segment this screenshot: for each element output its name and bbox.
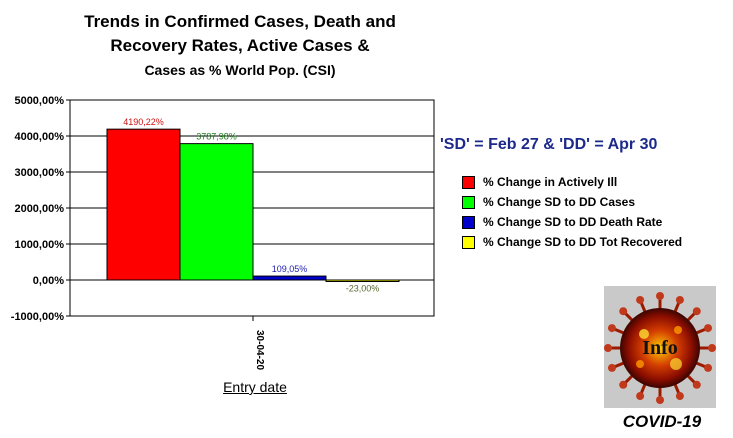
y-tick-label: 1000,00% <box>14 239 64 251</box>
legend-swatch <box>462 235 475 249</box>
virus-spike-tip <box>675 392 684 401</box>
chart-title-line-3: Cases as % World Pop. (CSI) <box>144 62 336 78</box>
bar-3 <box>252 275 327 281</box>
y-tick-label: 5000,00% <box>14 95 64 107</box>
data-label-1: 4190,22% <box>123 117 164 127</box>
virus-spike-tip <box>704 324 713 333</box>
chart-legend: % Change in Actively Ill % Change SD to D… <box>462 172 682 252</box>
virus-spike-tip <box>619 307 628 316</box>
data-label-2: 3787,98% <box>196 132 237 142</box>
legend-swatch <box>462 195 475 209</box>
virus-spike-tip <box>656 396 664 404</box>
y-tick-label: 0,00% <box>33 275 64 287</box>
virus-spike-tip <box>607 324 616 333</box>
x-axis-label: Entry date <box>223 379 287 395</box>
virus-spike-tip <box>604 344 612 352</box>
virus-spike-tip <box>656 292 664 300</box>
virus-spike-tip <box>708 344 716 352</box>
data-label-4: -23,00% <box>346 284 380 294</box>
info-logo: Info <box>604 286 716 408</box>
virus-spike-tip <box>619 380 628 389</box>
legend-item: % Change SD to DD Cases <box>462 192 682 212</box>
logo-text: Info <box>642 337 678 359</box>
bar-chart: 5000,00% 4000,00% 3000,00% 2000,00% 1000,00%… <box>11 95 435 370</box>
y-tick-label: 2000,00% <box>14 203 64 215</box>
legend-item: % Change SD to DD Tot Recovered <box>462 232 682 252</box>
legend-item: % Change SD to DD Death Rate <box>462 212 682 232</box>
y-tick-label: 3000,00% <box>14 167 64 179</box>
bar-4 <box>325 279 400 282</box>
legend-swatch <box>462 215 475 229</box>
virus-spike-tip <box>692 307 701 316</box>
date-note: 'SD' = Feb 27 & 'DD' = Apr 30 <box>440 136 658 153</box>
virus-spike-tip <box>636 392 645 401</box>
legend-item: % Change in Actively Ill <box>462 172 682 192</box>
bar-2 <box>179 143 254 281</box>
y-tick-label: 4000,00% <box>14 131 64 143</box>
virus-icon: Info <box>604 292 716 404</box>
virus-spike-tip <box>636 295 645 304</box>
y-tick-label: -1000,00% <box>11 311 64 323</box>
x-tick-label: 30-04-20 <box>254 330 265 370</box>
chart-title-line-2: Recovery Rates, Active Cases & <box>110 36 370 55</box>
virus-spike-tip <box>692 380 701 389</box>
chart-title-line-1: Trends in Confirmed Cases, Death and <box>84 12 396 31</box>
bar-1 <box>106 128 181 281</box>
virus-spike-tip <box>607 363 616 372</box>
legend-label: % Change SD to DD Death Rate <box>483 215 663 229</box>
legend-label: % Change SD to DD Cases <box>483 195 636 209</box>
legend-label: % Change in Actively Ill <box>483 175 618 189</box>
legend-swatch <box>462 175 475 189</box>
legend-label: % Change SD to DD Tot Recovered <box>483 235 683 249</box>
virus-spike-tip <box>704 363 713 372</box>
virus-spike-tip <box>675 295 684 304</box>
logo-caption: COVID-19 <box>622 412 702 431</box>
data-label-3: 109,05% <box>272 264 308 274</box>
